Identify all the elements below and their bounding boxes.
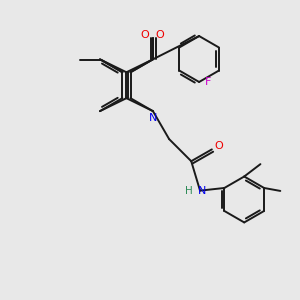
Text: F: F (205, 77, 212, 87)
Text: N: N (149, 112, 157, 123)
Text: O: O (140, 30, 149, 40)
Text: O: O (156, 30, 164, 40)
Text: O: O (215, 142, 224, 152)
Text: H: H (185, 186, 193, 196)
Text: N: N (198, 186, 207, 196)
